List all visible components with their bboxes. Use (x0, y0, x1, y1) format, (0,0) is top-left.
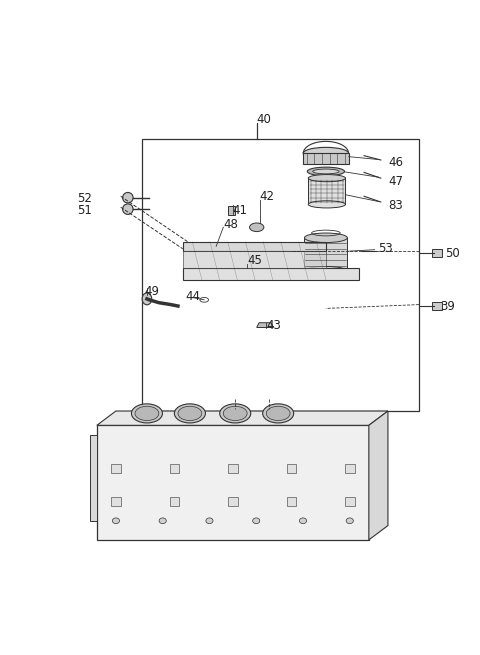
Bar (345, 497, 355, 506)
Text: 43: 43 (266, 318, 281, 331)
Bar (308, 178, 346, 204)
Text: 40: 40 (257, 113, 272, 126)
Polygon shape (183, 242, 326, 251)
Polygon shape (183, 251, 326, 268)
Ellipse shape (174, 404, 205, 423)
Polygon shape (257, 323, 274, 328)
Ellipse shape (178, 406, 202, 421)
Text: 44: 44 (185, 290, 200, 303)
Text: 39: 39 (441, 299, 456, 312)
Ellipse shape (135, 406, 159, 421)
Ellipse shape (300, 518, 307, 523)
Bar (303, 153, 349, 164)
Bar (287, 497, 296, 506)
Polygon shape (97, 411, 388, 425)
Ellipse shape (206, 518, 213, 523)
Ellipse shape (122, 204, 133, 214)
Text: 45: 45 (247, 254, 262, 267)
Bar (432, 302, 442, 310)
Bar (345, 464, 355, 473)
Text: 47: 47 (388, 176, 403, 189)
Ellipse shape (307, 167, 345, 176)
Text: 42: 42 (259, 190, 274, 203)
Ellipse shape (263, 404, 294, 423)
Text: 51: 51 (77, 204, 92, 217)
Bar (90, 435, 97, 521)
Bar (111, 497, 120, 506)
Bar (228, 206, 235, 215)
Ellipse shape (250, 223, 264, 232)
Text: 52: 52 (77, 192, 92, 205)
Ellipse shape (142, 293, 152, 305)
Ellipse shape (346, 518, 353, 523)
Polygon shape (183, 268, 360, 280)
Bar (304, 238, 348, 271)
Text: 50: 50 (445, 247, 460, 260)
Ellipse shape (132, 404, 162, 423)
Ellipse shape (308, 174, 346, 181)
Bar (228, 464, 238, 473)
Ellipse shape (304, 233, 348, 242)
Bar (97, 425, 369, 540)
Ellipse shape (159, 518, 166, 523)
Bar (169, 464, 179, 473)
Ellipse shape (223, 406, 247, 421)
Ellipse shape (220, 404, 251, 423)
Text: 46: 46 (388, 157, 403, 170)
Polygon shape (369, 411, 388, 540)
Bar (228, 497, 238, 506)
Ellipse shape (308, 201, 346, 208)
Bar (142, 139, 419, 411)
Text: 53: 53 (378, 242, 393, 255)
Text: 83: 83 (388, 199, 403, 212)
Ellipse shape (304, 267, 348, 276)
Bar (287, 464, 296, 473)
Bar (432, 250, 442, 257)
Bar (169, 497, 179, 506)
Text: 48: 48 (223, 218, 238, 231)
Ellipse shape (122, 193, 133, 203)
Bar (111, 464, 120, 473)
Ellipse shape (303, 147, 348, 159)
Text: 49: 49 (144, 285, 159, 298)
Ellipse shape (313, 169, 339, 174)
Ellipse shape (266, 406, 290, 421)
Ellipse shape (252, 518, 260, 523)
Text: 41: 41 (233, 204, 248, 217)
Ellipse shape (112, 518, 120, 523)
